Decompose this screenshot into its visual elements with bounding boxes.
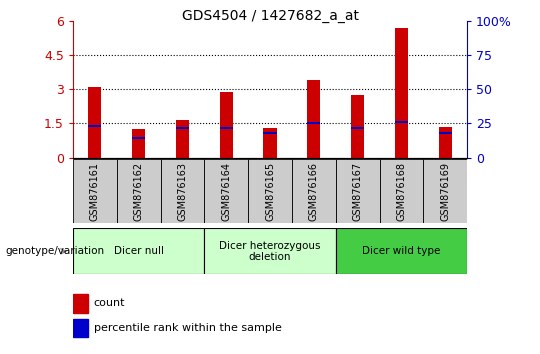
Text: Dicer wild type: Dicer wild type [362,246,441,256]
Bar [351,95,364,158]
Bar [395,28,408,158]
Text: genotype/variation: genotype/variation [5,246,105,256]
Text: percentile rank within the sample: percentile rank within the sample [93,323,281,333]
Text: GSM876165: GSM876165 [265,161,275,221]
Text: GSM876168: GSM876168 [396,162,407,221]
Bar [160,159,204,223]
Bar [73,319,88,337]
Bar [248,159,292,223]
Text: GSM876162: GSM876162 [133,161,144,221]
Bar [220,127,233,129]
Bar [264,132,276,133]
Bar [336,159,380,223]
Text: Dicer null: Dicer null [113,246,164,256]
Bar [88,87,102,158]
Text: Dicer heterozygous
deletion: Dicer heterozygous deletion [219,240,321,262]
Bar [176,127,189,129]
Bar [88,125,102,127]
Text: GSM876169: GSM876169 [440,162,450,221]
Text: GSM876163: GSM876163 [178,162,187,221]
Bar [176,120,189,158]
Bar [438,132,452,133]
Bar [423,159,467,223]
Bar [438,127,452,158]
Bar [204,228,336,274]
Bar [117,159,160,223]
Bar [264,128,276,158]
Bar [380,159,423,223]
Bar [351,127,364,129]
Text: GSM876167: GSM876167 [353,161,362,221]
Bar [307,122,320,125]
Bar [220,92,233,158]
Bar [73,294,88,313]
Text: GDS4504 / 1427682_a_at: GDS4504 / 1427682_a_at [181,9,359,23]
Bar [132,137,145,139]
Text: count: count [93,298,125,308]
Bar [204,159,248,223]
Bar [336,228,467,274]
Text: GSM876164: GSM876164 [221,162,231,221]
Bar [132,129,145,158]
Bar [292,159,336,223]
Bar [73,159,117,223]
Bar [395,121,408,123]
Text: GSM876161: GSM876161 [90,162,100,221]
Text: GSM876166: GSM876166 [309,162,319,221]
Bar [73,228,204,274]
Bar [307,80,320,158]
